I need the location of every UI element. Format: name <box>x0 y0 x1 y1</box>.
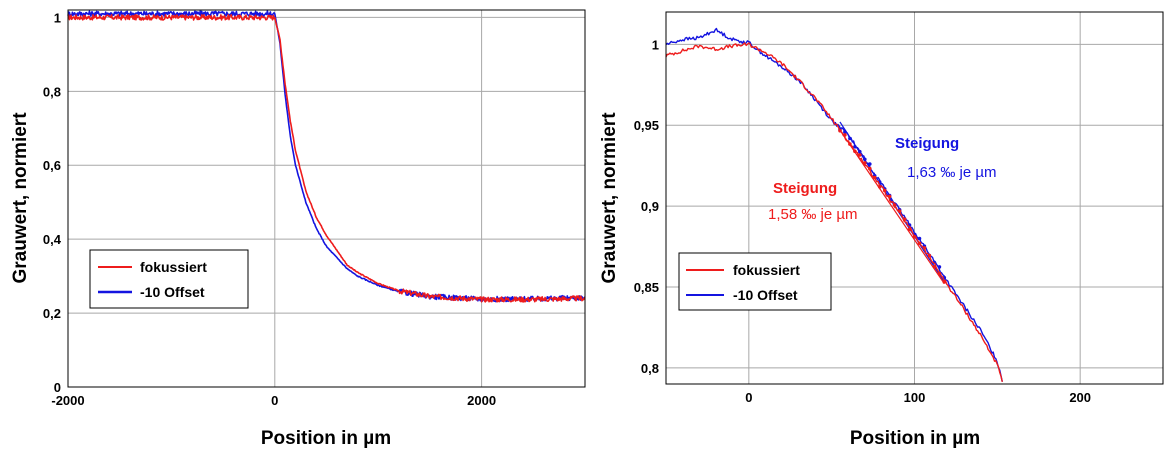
right-data-point-fokussiert <box>848 142 852 146</box>
right-chart: 0 100 200 0,8 0,85 0,9 0,95 1 Position in µm Gr… <box>599 12 1163 449</box>
right-data-point-offset <box>848 137 852 141</box>
right-annotation-blue: Steigung 1,63 ‰ je µm <box>895 135 997 181</box>
right-data-point-fokussiert <box>943 280 947 284</box>
right-data-point-fokussiert <box>888 195 892 199</box>
right-data-point-fokussiert <box>898 209 902 213</box>
right-x-tick-label: 100 <box>904 390 926 405</box>
annotation-red-value: 1,58 ‰ je µm <box>768 206 858 223</box>
right-data-point-fokussiert <box>838 129 842 133</box>
right-data-point-offset <box>863 158 867 162</box>
right-data-point-fokussiert <box>933 265 937 269</box>
right-y-tick-label: 0,95 <box>634 118 659 133</box>
right-y-tick-label: 0,9 <box>641 199 659 214</box>
left-y-tick-label: 1 <box>54 10 61 25</box>
right-data-point-offset <box>938 265 942 269</box>
right-data-point-fokussiert <box>878 185 882 189</box>
left-y-tick-label: 0 <box>54 380 61 395</box>
right-grid <box>666 12 1163 384</box>
right-data-point-fokussiert <box>903 217 907 221</box>
right-tick-labels: 0 100 200 0,8 0,85 0,9 0,95 1 <box>634 37 1091 405</box>
right-x-tick-label: 0 <box>745 390 752 405</box>
annotation-red-title: Steigung <box>773 180 837 197</box>
right-legend: fokussiert -10 Offset <box>679 253 831 310</box>
right-data-point-offset <box>918 237 922 241</box>
left-y-tick-label: 0,8 <box>43 84 61 99</box>
right-data-point-fokussiert <box>908 228 912 232</box>
left-x-tick-label: -2000 <box>51 393 84 408</box>
left-y-tick-label: 0,6 <box>43 158 61 173</box>
annotation-blue-value: 1,63 ‰ je µm <box>907 164 997 181</box>
left-x-axis-label: Position in µm <box>261 428 391 449</box>
right-y-tick-label: 0,85 <box>634 280 659 295</box>
right-data-point-fokussiert <box>843 133 847 137</box>
left-plot-frame <box>68 10 585 387</box>
left-grid <box>68 10 585 387</box>
right-y-tick-label: 0,8 <box>641 361 659 376</box>
right-data-point-fokussiert <box>893 203 897 207</box>
right-data-point-fokussiert <box>858 153 862 157</box>
annotation-blue-title: Steigung <box>895 135 959 152</box>
left-x-tick-label: 0 <box>271 393 278 408</box>
right-y-axis-label: Grauwert, normiert <box>599 112 620 284</box>
right-x-tick-label: 200 <box>1069 390 1091 405</box>
right-x-axis-label: Position in µm <box>850 428 980 449</box>
right-y-tick-label: 1 <box>652 37 659 52</box>
left-x-tick-label: 2000 <box>467 393 496 408</box>
left-legend-label-fokussiert: fokussiert <box>140 259 207 275</box>
right-data-point-fokussiert <box>853 150 857 154</box>
right-data-point-fokussiert <box>883 189 887 193</box>
left-y-axis-label: Grauwert, normiert <box>10 112 31 284</box>
right-data-point-fokussiert <box>913 235 917 239</box>
right-data-point-offset <box>858 150 862 154</box>
right-data-point-fokussiert <box>928 254 932 258</box>
right-data-point-fokussiert <box>873 176 877 180</box>
right-data-point-offset <box>868 162 872 166</box>
left-legend: fokussiert -10 Offset <box>90 250 248 308</box>
left-legend-label-offset: -10 Offset <box>140 284 205 300</box>
right-legend-label-fokussiert: fokussiert <box>733 262 800 278</box>
right-data-point-fokussiert <box>923 246 927 250</box>
right-data-point-fokussiert <box>863 161 867 165</box>
left-y-tick-label: 0,2 <box>43 306 61 321</box>
right-annotation-red: Steigung 1,58 ‰ je µm <box>768 180 858 223</box>
left-y-tick-label: 0,4 <box>43 232 62 247</box>
right-data-point-fokussiert <box>938 272 942 276</box>
right-data-point-fokussiert <box>918 242 922 246</box>
right-legend-label-offset: -10 Offset <box>733 287 798 303</box>
right-data-point-fokussiert <box>868 167 872 171</box>
